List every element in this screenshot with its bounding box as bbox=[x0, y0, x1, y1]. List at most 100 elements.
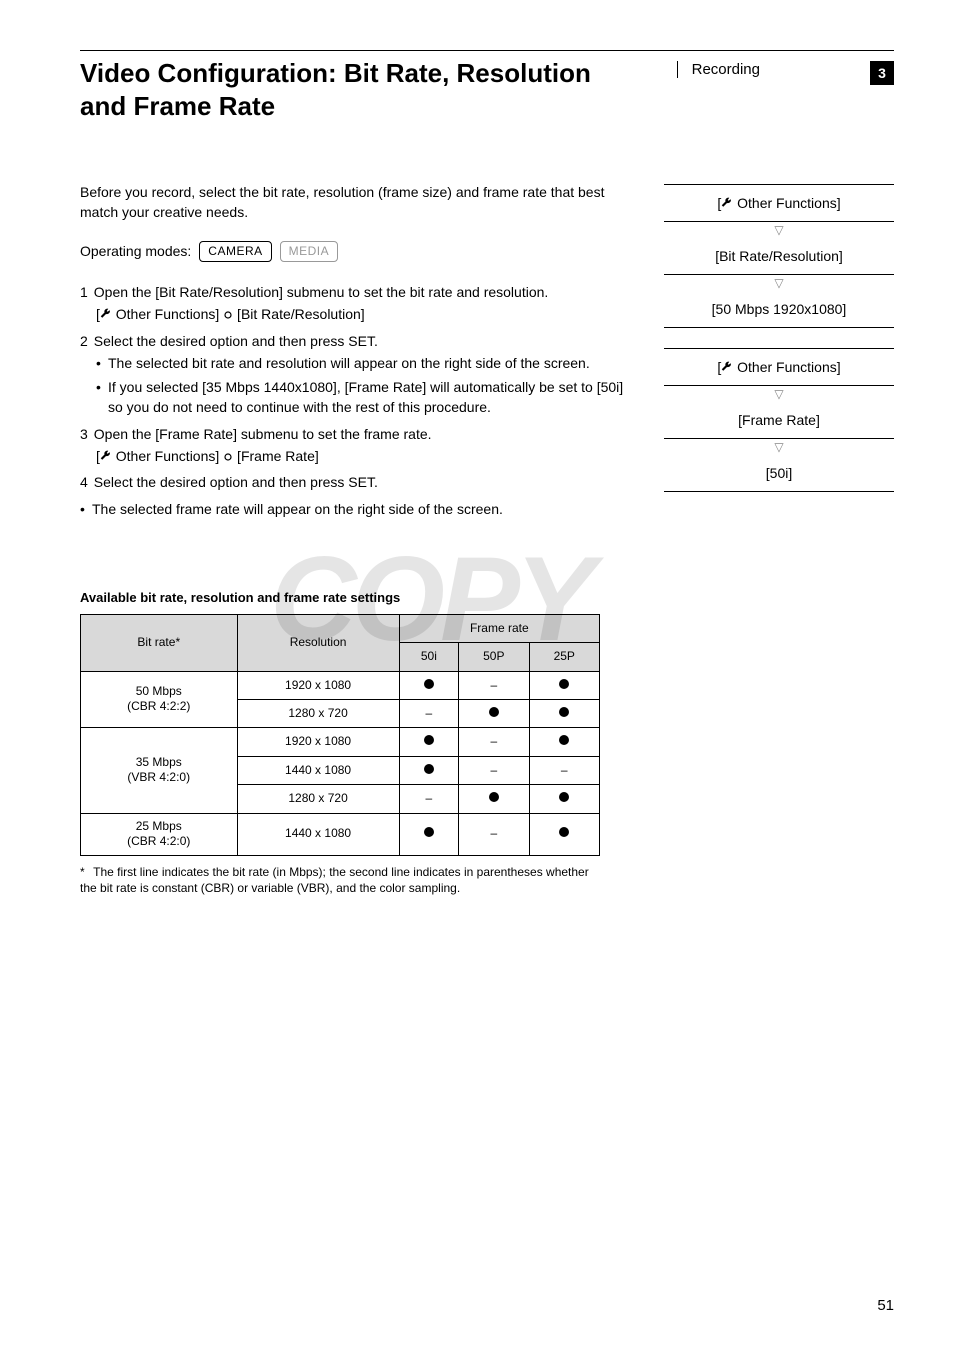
step-2-bullet: If you selected [35 Mbps 1440x1080], [Fr… bbox=[96, 377, 624, 418]
section-label: Recording bbox=[677, 61, 870, 78]
step-num: 1 bbox=[80, 282, 88, 302]
cell-50p: – bbox=[459, 813, 529, 855]
table-footnote: * The first line indicates the bit rate … bbox=[80, 864, 600, 896]
step-2-bullet: The selected bit rate and resolution wil… bbox=[96, 353, 624, 373]
menu-other-functions: [ Other Functions] bbox=[664, 348, 894, 386]
cell-50i bbox=[399, 813, 458, 855]
footnote-text: The first line indicates the bit rate (i… bbox=[80, 865, 589, 895]
cell-25p: – bbox=[529, 756, 599, 784]
cell-resolution: 1280 x 720 bbox=[237, 699, 399, 727]
final-bullet: The selected frame rate will appear on t… bbox=[80, 499, 624, 519]
operating-modes: Operating modes: CAMERA MEDIA bbox=[80, 241, 624, 262]
table-row: 25 Mbps(CBR 4:2:0)1440 x 1080 – bbox=[81, 813, 600, 855]
table-row: 35 Mbps(VBR 4:2:0)1920 x 1080– bbox=[81, 728, 600, 756]
mode-camera: CAMERA bbox=[199, 241, 271, 262]
mode-media: MEDIA bbox=[280, 241, 339, 262]
step-num: 4 bbox=[80, 472, 88, 492]
supported-dot-icon bbox=[424, 735, 434, 745]
cell-25p bbox=[529, 785, 599, 813]
menu-arrow-icon bbox=[223, 310, 233, 320]
menu-bitres: [Bit Rate/Resolution] bbox=[664, 238, 894, 275]
step-num: 2 bbox=[80, 331, 88, 351]
step-1-path: [ Other Functions] [Bit Rate/Resolution] bbox=[96, 304, 624, 324]
cell-25p bbox=[529, 728, 599, 756]
cell-25p bbox=[529, 813, 599, 855]
th-framerate: Frame rate bbox=[399, 614, 599, 642]
cell-50p: – bbox=[459, 671, 529, 699]
arrow-down-icon: ▽ bbox=[664, 386, 894, 402]
table-row: 50 Mbps(CBR 4:2:2)1920 x 1080– bbox=[81, 671, 600, 699]
cell-bitrate: 35 Mbps(VBR 4:2:0) bbox=[81, 728, 238, 813]
step-4: 4 Select the desired option and then pre… bbox=[80, 472, 624, 492]
step-1: 1 Open the [Bit Rate/Resolution] submenu… bbox=[80, 282, 624, 325]
supported-dot-icon bbox=[559, 827, 569, 837]
arrow-down-icon: ▽ bbox=[664, 275, 894, 291]
page-header: Video Configuration: Bit Rate, Resolutio… bbox=[80, 50, 894, 122]
table-title: Available bit rate, resolution and frame… bbox=[80, 589, 624, 608]
cell-50p: – bbox=[459, 728, 529, 756]
th-bitrate: Bit rate* bbox=[81, 614, 238, 671]
th-resolution: Resolution bbox=[237, 614, 399, 671]
step-3-path: [ Other Functions] [Frame Rate] bbox=[96, 446, 624, 466]
header-right: Recording 3 bbox=[677, 57, 894, 85]
settings-table-section: Available bit rate, resolution and frame… bbox=[80, 589, 624, 896]
page-title: Video Configuration: Bit Rate, Resolutio… bbox=[80, 57, 677, 122]
th-50p: 50P bbox=[459, 643, 529, 671]
title-line2: and Frame Rate bbox=[80, 91, 275, 121]
cell-resolution: 1440 x 1080 bbox=[237, 813, 399, 855]
supported-dot-icon bbox=[424, 764, 434, 774]
cell-25p bbox=[529, 699, 599, 727]
cell-50p bbox=[459, 699, 529, 727]
chapter-number: 3 bbox=[870, 61, 894, 85]
wrench-icon bbox=[721, 197, 733, 209]
footnote-marker: * bbox=[80, 864, 90, 880]
arrow-down-icon: ▽ bbox=[664, 439, 894, 455]
cell-resolution: 1920 x 1080 bbox=[237, 728, 399, 756]
supported-dot-icon bbox=[559, 707, 569, 717]
page-number: 51 bbox=[877, 1297, 894, 1314]
menu-framerate: [Frame Rate] bbox=[664, 402, 894, 439]
cell-50i: – bbox=[399, 699, 458, 727]
step-2: 2 Select the desired option and then pre… bbox=[80, 331, 624, 418]
cell-resolution: 1920 x 1080 bbox=[237, 671, 399, 699]
cell-50p: – bbox=[459, 756, 529, 784]
cell-resolution: 1440 x 1080 bbox=[237, 756, 399, 784]
supported-dot-icon bbox=[489, 707, 499, 717]
supported-dot-icon bbox=[559, 792, 569, 802]
arrow-down-icon: ▽ bbox=[664, 222, 894, 238]
cell-resolution: 1280 x 720 bbox=[237, 785, 399, 813]
steps-list: 1 Open the [Bit Rate/Resolution] submenu… bbox=[80, 282, 624, 493]
main-column: Before you record, select the bit rate, … bbox=[80, 182, 624, 896]
menu-bitres-default: [50 Mbps 1920x1080] bbox=[664, 291, 894, 328]
menu-fr-default: [50i] bbox=[664, 455, 894, 492]
op-modes-label: Operating modes: bbox=[80, 241, 191, 261]
supported-dot-icon bbox=[559, 735, 569, 745]
menu-arrow-icon bbox=[223, 452, 233, 462]
cell-50i: – bbox=[399, 785, 458, 813]
step-title: Select the desired option and then press… bbox=[94, 331, 378, 351]
cell-bitrate: 25 Mbps(CBR 4:2:0) bbox=[81, 813, 238, 855]
title-line1: Video Configuration: Bit Rate, Resolutio… bbox=[80, 58, 591, 88]
step-3: 3 Open the [Frame Rate] submenu to set t… bbox=[80, 424, 624, 467]
cell-25p bbox=[529, 671, 599, 699]
wrench-icon bbox=[100, 308, 112, 320]
th-50i: 50i bbox=[399, 643, 458, 671]
supported-dot-icon bbox=[559, 679, 569, 689]
supported-dot-icon bbox=[424, 827, 434, 837]
cell-50p bbox=[459, 785, 529, 813]
cell-50i bbox=[399, 756, 458, 784]
step-title: Select the desired option and then press… bbox=[94, 472, 378, 492]
cell-bitrate: 50 Mbps(CBR 4:2:2) bbox=[81, 671, 238, 728]
wrench-icon bbox=[721, 361, 733, 373]
step-title: Open the [Frame Rate] submenu to set the… bbox=[94, 424, 432, 444]
cell-50i bbox=[399, 671, 458, 699]
settings-table: Bit rate* Resolution Frame rate 50i 50P … bbox=[80, 614, 600, 856]
cell-50i bbox=[399, 728, 458, 756]
step-title: Open the [Bit Rate/Resolution] submenu t… bbox=[94, 282, 549, 302]
intro-text: Before you record, select the bit rate, … bbox=[80, 182, 624, 223]
supported-dot-icon bbox=[489, 792, 499, 802]
wrench-icon bbox=[100, 450, 112, 462]
menu-other-functions: [ Other Functions] bbox=[664, 184, 894, 222]
th-25p: 25P bbox=[529, 643, 599, 671]
supported-dot-icon bbox=[424, 679, 434, 689]
